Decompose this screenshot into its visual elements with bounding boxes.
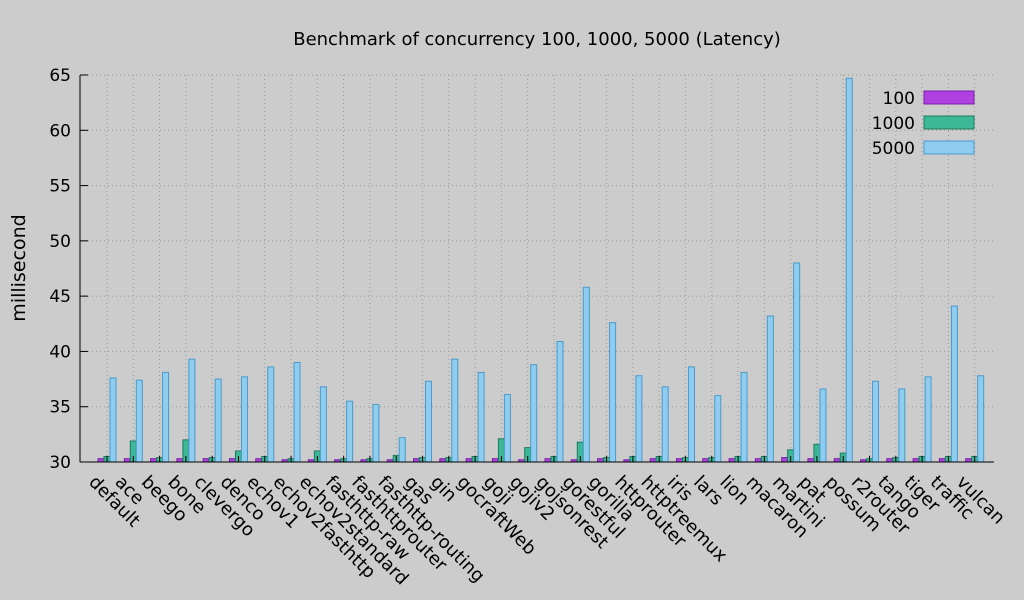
grid bbox=[80, 74, 994, 462]
bar-5000-lion bbox=[740, 371, 748, 463]
x-categories: defaultacebeegoboneclevergodencoechov1ec… bbox=[84, 472, 1009, 590]
bar-5000-denco bbox=[240, 376, 248, 463]
legend-swatch-5000 bbox=[923, 140, 975, 155]
bar-5000-fasthttp-raw bbox=[346, 400, 354, 463]
bar-5000-gojiv2 bbox=[530, 364, 538, 463]
bar-5000-tango bbox=[898, 388, 906, 463]
chart-title: Benchmark of concurrency 100, 1000, 5000… bbox=[293, 29, 781, 50]
bar-5000-pat bbox=[819, 388, 827, 463]
bar-5000-echov1 bbox=[267, 366, 275, 463]
legend-label-100: 100 bbox=[883, 89, 915, 109]
y-tick-label: 50 bbox=[49, 232, 71, 252]
legend-swatch-100 bbox=[923, 90, 975, 105]
bar-5000-martini bbox=[793, 262, 801, 463]
bar-5000-gin bbox=[451, 358, 459, 463]
bar-5000-bone bbox=[188, 358, 196, 463]
bar-5000-clevergo bbox=[214, 378, 222, 463]
y-tick-label: 55 bbox=[49, 177, 71, 197]
y-tick-label: 30 bbox=[49, 453, 71, 473]
y-axis-label: millisecond bbox=[8, 214, 30, 321]
bar-5000-beego bbox=[162, 371, 170, 463]
y-tick-label: 45 bbox=[49, 287, 71, 307]
y-tick-label: 40 bbox=[49, 342, 71, 362]
y-tick-label: 60 bbox=[49, 121, 71, 141]
bar-5000-iris bbox=[687, 366, 695, 463]
bar-5000-gorestful bbox=[582, 286, 590, 463]
y-ticks: 30 35 40 45 50 55 60 65 bbox=[49, 66, 976, 473]
legend: 100 1000 5000 bbox=[872, 89, 975, 159]
bar-5000-fasthttprouter bbox=[372, 404, 380, 463]
bar-5000-gocraftWeb bbox=[477, 371, 485, 463]
bar-5000-default bbox=[109, 377, 117, 463]
bar-5000-tiger bbox=[924, 376, 932, 463]
bar-5000-macaron bbox=[766, 315, 774, 463]
bar-5000-traffic bbox=[950, 305, 958, 463]
bar-5000-echov2standard bbox=[319, 386, 327, 463]
bar-5000-httptreemux bbox=[661, 386, 669, 463]
axes bbox=[79, 75, 994, 463]
bar-5000-gas bbox=[425, 380, 433, 463]
bar-5000-ace bbox=[135, 379, 143, 463]
legend-label-5000: 5000 bbox=[872, 139, 915, 159]
bar-5000-possum bbox=[845, 77, 853, 463]
bar-5000-gorilla bbox=[609, 322, 617, 463]
bar-5000-fasthttp-routing bbox=[398, 437, 406, 463]
legend-label-1000: 1000 bbox=[872, 114, 915, 134]
bar-5000-lars bbox=[714, 395, 722, 463]
y-tick-label: 65 bbox=[49, 66, 71, 86]
bar-5000-goji bbox=[503, 394, 511, 463]
bars bbox=[97, 77, 985, 463]
bar-5000-httprouter bbox=[635, 375, 643, 463]
legend-swatch-1000 bbox=[923, 115, 975, 130]
y-tick-label: 35 bbox=[49, 398, 71, 418]
bar-5000-vulcan bbox=[977, 375, 985, 463]
bar-100-martini bbox=[781, 457, 789, 463]
bar-5000-echov2fasthttp bbox=[293, 361, 301, 463]
bar-5000-gojsonrest bbox=[556, 340, 564, 463]
bar-5000-r2router bbox=[872, 380, 880, 463]
